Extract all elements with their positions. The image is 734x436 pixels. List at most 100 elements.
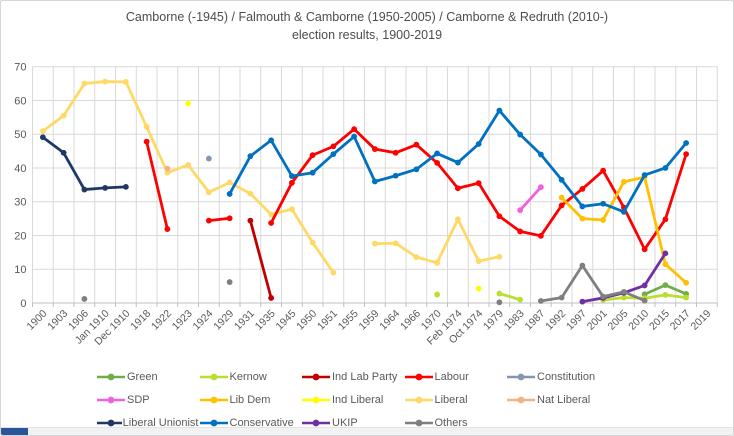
data-point-ukip [579,298,586,305]
data-point-labour [164,226,171,232]
y-tick-label: 20 [14,230,26,242]
legend-label: Labour [434,370,469,383]
data-point-liberal-unionist [102,184,109,191]
legend-label: SDP [127,393,150,406]
data-point-conservative [413,166,420,173]
data-point-liberal-unionist [81,186,88,193]
data-point-conservative [558,176,565,183]
legend-item-nat-liberal: Nat Liberal [506,394,609,406]
data-point-liberal [309,239,316,246]
legend-marker-liberal [404,396,433,403]
data-point-liberal [102,78,109,85]
data-point-nat-liberal [164,165,171,172]
legend-label: Others [434,416,468,429]
x-tick-label: 1951 [315,308,340,333]
data-point-conservative [351,133,358,140]
legend-label: UKIP [332,416,358,429]
data-point-conservative [620,208,627,215]
data-point-kernow [496,290,503,297]
legend-marker-green [97,373,125,380]
data-point-liberal [60,112,67,119]
legend-label: Ind Liberal [332,393,384,406]
y-tick-label: 60 [14,95,26,107]
data-point-labour [537,232,544,239]
x-tick-label: 1945 [273,308,298,333]
data-point-conservative [454,159,461,166]
legend-marker-conservative [199,419,228,426]
data-point-labour [226,215,233,222]
y-tick-label: 10 [14,264,26,276]
legend-item-sdp: SDP [96,394,199,406]
x-tick-label: 1966 [398,308,423,333]
data-point-labour [205,217,212,224]
series-constitution [205,155,212,162]
series-liberal-unionist [39,134,129,193]
data-point-conservative [392,172,399,179]
x-tick-label: 1997 [564,308,589,333]
data-point-liberal [185,162,192,168]
data-point-labour [351,126,358,133]
data-point-conservative [434,150,441,157]
series-labour [143,126,690,253]
x-tick-label: 1918 [128,308,153,333]
x-tick-label: 1924 [190,308,215,333]
data-point-labour [288,179,295,186]
data-point-liberal [205,189,212,196]
data-point-ukip [641,282,648,289]
data-point-labour [558,202,565,209]
data-point-lib-dem [683,279,690,286]
data-point-others [620,288,627,295]
chart-title-line2: election results, 1900-2019 [291,28,443,42]
x-tick-label: 1935 [253,308,278,333]
data-point-kernow [662,292,669,298]
data-point-liberal [268,211,275,218]
data-point-lib-dem [558,194,565,201]
legend-label: Conservative [229,416,294,429]
data-point-liberal [288,206,295,213]
data-point-constitution [205,155,212,162]
data-point-lib-dem [579,215,586,222]
y-tick-label: 40 [14,163,26,175]
data-point-conservative [309,169,316,176]
x-tick-label: 1955 [336,308,361,333]
data-point-labour [413,141,420,148]
x-tick-label: 1950 [294,308,319,333]
x-tick-label: 1903 [45,308,70,333]
data-point-labour [579,186,586,192]
data-point-labour [330,143,337,150]
legend-label: Kernow [229,370,267,383]
legend-marker-kernow [199,373,228,380]
data-point-labour [143,138,150,145]
data-point-liberal-unionist [39,134,46,141]
series-ind-lab-party [247,217,275,301]
y-tick-label: 70 [14,62,26,74]
legend-item-kernow: Kernow [199,371,302,383]
x-tick-label: 1964 [377,308,402,333]
data-point-others [558,294,565,301]
data-point-others [641,297,648,304]
window-bottom-strip [1,427,733,435]
data-point-liberal [392,240,399,247]
data-point-kernow [683,294,690,301]
legend-label: Constitution [537,370,596,383]
y-tick-label: 50 [14,129,26,141]
data-point-liberal [81,80,88,87]
x-tick-label: 2001 [585,308,610,333]
data-point-labour [496,213,503,220]
data-point-sdp [537,184,544,191]
data-point-kernow [434,291,441,298]
data-point-labour [309,152,316,159]
legend-item-ind-lab-party: Ind Lab Party [301,371,404,383]
data-point-others [600,293,607,300]
data-point-liberal [371,240,378,247]
legend-label: Ind Lab Party [332,370,398,383]
series-nat-liberal [164,165,171,172]
legend-item-green: Green [96,371,199,383]
y-tick-label: 0 [20,298,26,310]
data-point-others [537,298,544,304]
data-point-green [662,282,669,289]
legend-marker-ind-liberal [302,396,330,403]
data-point-kernow [620,294,627,301]
x-tick-label: 1900 [24,308,49,333]
